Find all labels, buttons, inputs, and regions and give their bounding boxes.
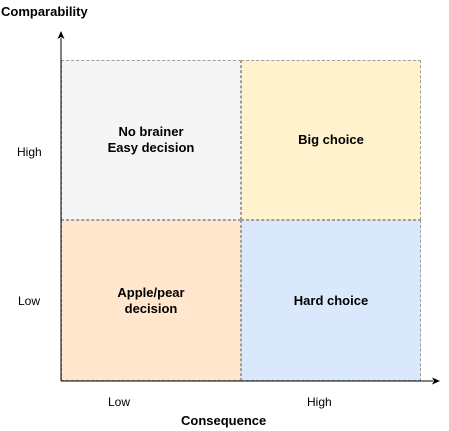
quadrant-label: Big choice [298,132,364,147]
x-axis-arrowhead [432,377,440,385]
y-axis-arrowhead [57,31,65,39]
x-tick-high: High [307,395,332,409]
x-axis-title: Consequence [181,413,267,428]
y-tick-high: High [17,145,42,159]
y-axis-title: Comparability [1,4,88,19]
quadrant-label: Apple/pear decision [117,284,185,316]
quadrant-hard-choice: Hard choice [241,220,421,381]
quadrant-apple-pear-decision: Apple/pear decision [61,220,241,381]
y-tick-low: Low [18,294,41,308]
quadrant-big-choice: Big choice [241,60,421,220]
x-tick-low: Low [108,395,131,409]
quadrant-no-brainer: No brainer Easy decision [61,60,241,220]
quadrant-label: No brainer Easy decision [107,124,195,155]
quadrant-label: Hard choice [293,292,369,308]
